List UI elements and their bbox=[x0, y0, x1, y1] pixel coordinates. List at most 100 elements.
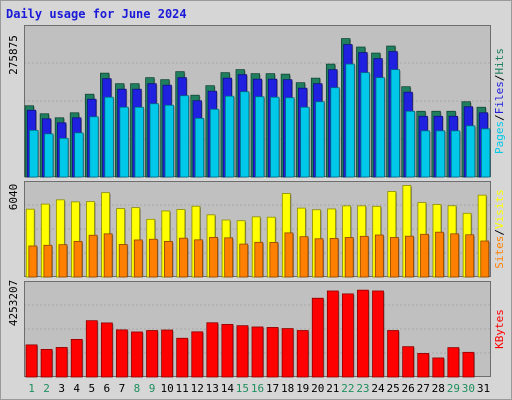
x-tick-label-day-23: 23 bbox=[356, 382, 369, 395]
bar-pages-day-3 bbox=[59, 137, 69, 178]
bar-pages-day-24 bbox=[375, 77, 385, 178]
x-tick-label-day-11: 11 bbox=[176, 382, 189, 395]
bar-pages-day-16 bbox=[255, 96, 265, 178]
x-tick-label-day-17: 17 bbox=[266, 382, 279, 395]
bar-pages-day-6 bbox=[104, 96, 114, 178]
legend-separator: / bbox=[493, 75, 506, 82]
x-tick-label-day-25: 25 bbox=[386, 382, 399, 395]
bar-sites-day-20 bbox=[314, 238, 324, 278]
bar-pages-day-29 bbox=[450, 130, 461, 178]
x-tick-label-day-15: 15 bbox=[236, 382, 249, 395]
x-tick-label-day-16: 16 bbox=[251, 382, 264, 395]
bar-pages-day-12 bbox=[194, 117, 205, 178]
bar-kbytes-day-16 bbox=[251, 326, 264, 378]
bar-kbytes-day-20 bbox=[311, 297, 324, 378]
bar-kbytes-day-9 bbox=[146, 330, 158, 378]
bar-pages-day-2 bbox=[44, 133, 54, 178]
bar-sites-day-17 bbox=[269, 242, 279, 278]
x-tick-label-day-3: 3 bbox=[58, 382, 65, 395]
bar-sites-day-31 bbox=[480, 240, 490, 278]
bar-sites-day-3 bbox=[58, 244, 68, 278]
x-tick-label-day-5: 5 bbox=[88, 382, 95, 395]
bar-sites-day-16 bbox=[254, 241, 264, 278]
x-tick-label-day-13: 13 bbox=[206, 382, 219, 395]
bar-kbytes-day-26 bbox=[402, 346, 415, 378]
x-tick-label-day-18: 18 bbox=[281, 382, 294, 395]
legend-entry-hits: Hits bbox=[493, 48, 506, 75]
bar-pages-day-13 bbox=[209, 108, 220, 178]
bar-kbytes-day-13 bbox=[206, 322, 219, 378]
bar-sites-day-26 bbox=[405, 235, 414, 278]
bar-sites-day-25 bbox=[389, 237, 399, 278]
bar-kbytes-day-6 bbox=[100, 322, 113, 378]
x-tick-label-day-12: 12 bbox=[191, 382, 204, 395]
bar-pages-day-10 bbox=[164, 104, 174, 178]
bar-kbytes-day-27 bbox=[417, 353, 430, 378]
panel-2-ytick-label: 6040 bbox=[7, 184, 20, 211]
bar-pages-day-14 bbox=[224, 95, 235, 178]
bar-pages-day-21 bbox=[330, 87, 340, 178]
bar-pages-day-23 bbox=[360, 72, 370, 178]
x-tick-label-day-28: 28 bbox=[432, 382, 445, 395]
bar-pages-day-9 bbox=[149, 103, 159, 178]
bar-sites-day-27 bbox=[420, 233, 429, 278]
bar-pages-day-5 bbox=[89, 116, 99, 178]
bar-pages-day-4 bbox=[74, 132, 84, 178]
bar-sites-day-12 bbox=[194, 239, 203, 278]
bar-sites-day-13 bbox=[209, 236, 219, 278]
bar-pages-day-22 bbox=[345, 63, 355, 178]
bar-kbytes-day-3 bbox=[55, 347, 68, 378]
bar-kbytes-day-2 bbox=[40, 348, 53, 378]
bar-sites-day-6 bbox=[103, 233, 113, 278]
bar-pages-day-19 bbox=[300, 106, 310, 178]
bar-sites-day-21 bbox=[329, 238, 339, 278]
bar-sites-day-30 bbox=[465, 234, 475, 278]
panel-3-ytick-label: 4253207 bbox=[7, 280, 20, 326]
bar-sites-day-5 bbox=[88, 234, 98, 278]
bar-kbytes-day-11 bbox=[176, 337, 189, 378]
bar-pages-day-25 bbox=[390, 69, 400, 178]
bar-kbytes-day-28 bbox=[432, 357, 445, 378]
x-tick-label-day-7: 7 bbox=[119, 382, 126, 395]
x-tick-label-day-30: 30 bbox=[462, 382, 475, 395]
bar-sites-day-28 bbox=[435, 231, 444, 278]
bar-kbytes-day-25 bbox=[387, 330, 399, 378]
bar-sites-day-7 bbox=[118, 244, 128, 278]
x-tick-label-day-19: 19 bbox=[296, 382, 309, 395]
bar-kbytes-day-30 bbox=[462, 351, 475, 378]
bar-kbytes-day-21 bbox=[326, 290, 339, 378]
bar-pages-day-1 bbox=[29, 129, 39, 178]
x-tick-label-day-6: 6 bbox=[104, 382, 111, 395]
bar-pages-day-30 bbox=[465, 125, 476, 178]
bar-sites-day-8 bbox=[133, 239, 143, 278]
bar-pages-day-27 bbox=[420, 130, 431, 178]
bar-kbytes-day-1 bbox=[25, 344, 38, 378]
bar-pages-day-15 bbox=[239, 91, 250, 178]
x-tick-label-day-21: 21 bbox=[326, 382, 339, 395]
x-tick-label-day-24: 24 bbox=[371, 382, 385, 395]
bar-pages-day-28 bbox=[435, 130, 446, 178]
panel-1-legend-label: Pages/Files/Hits bbox=[493, 48, 506, 154]
x-tick-label-day-31: 31 bbox=[477, 382, 490, 395]
legend-separator: / bbox=[493, 114, 506, 121]
bar-kbytes-day-22 bbox=[341, 293, 354, 378]
panel-1-ytick-label: 275875 bbox=[7, 35, 20, 75]
x-tick-label-day-29: 29 bbox=[447, 382, 460, 395]
panel-2-legend-label: Sites/Visits bbox=[493, 189, 506, 269]
bar-kbytes-day-7 bbox=[116, 329, 128, 378]
x-tick-label-day-14: 14 bbox=[221, 382, 235, 395]
bar-sites-day-22 bbox=[344, 237, 354, 278]
bar-sites-day-1 bbox=[28, 245, 38, 278]
bar-sites-day-23 bbox=[359, 235, 369, 278]
bar-kbytes-day-19 bbox=[296, 330, 309, 378]
bar-sites-day-24 bbox=[374, 234, 384, 278]
bar-kbytes-day-4 bbox=[70, 338, 83, 378]
x-tick-label-day-1: 1 bbox=[28, 382, 35, 395]
bar-sites-day-4 bbox=[73, 240, 83, 278]
chart-title: Daily usage for June 2024 bbox=[6, 7, 187, 21]
bar-pages-day-7 bbox=[119, 106, 129, 178]
x-tick-label-day-20: 20 bbox=[311, 382, 324, 395]
bar-sites-day-19 bbox=[299, 236, 309, 278]
bar-sites-day-14 bbox=[224, 237, 234, 278]
